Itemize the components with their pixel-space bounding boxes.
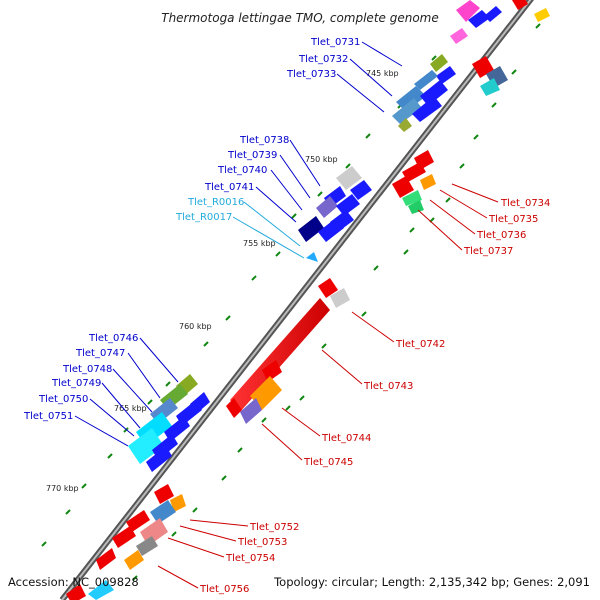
gene-label-forward: Tlet_0732: [298, 54, 348, 65]
gene-label-reverse: Tlet_0742: [395, 339, 445, 350]
gene-label-reverse: Tlet_0736: [476, 230, 526, 241]
gene-label-forward: Tlet_0748: [62, 364, 112, 375]
gene-feature: [456, 0, 480, 22]
gene-label-reverse: Tlet_0744: [321, 433, 371, 444]
gene-label-forward: Tlet_0738: [239, 135, 289, 146]
gc-dots-inner: [41, 55, 437, 547]
gene-label-reverse: Tlet_0734: [500, 198, 550, 209]
gene-label-forward: Tlet_0750: [38, 394, 88, 405]
gene-label-forward: Tlet_0740: [217, 165, 267, 176]
gene-label-forward: Tlet_0751: [23, 411, 73, 422]
gene-label-reverse: Tlet_0756: [199, 584, 249, 595]
gene-label-forward: Tlet_0731: [310, 37, 360, 48]
tick-label: 760 kbp: [179, 322, 212, 331]
tick-label: 750 kbp: [305, 155, 338, 164]
gene-label-reverse: Tlet_0754: [225, 553, 275, 564]
left-gene-labels: [74, 41, 403, 447]
gene-label-forward: Tlet_0733: [286, 69, 336, 80]
gene-label-forward: Tlet_0746: [88, 333, 138, 344]
gene-label-forward: Tlet_0747: [75, 348, 125, 359]
tick-label: 745 kbp: [366, 69, 399, 78]
gc-dots-outer: [132, 23, 541, 581]
topology-text: Topology: circular; Length: 2,135,342 bp…: [273, 575, 590, 589]
tick-label: 765 kbp: [114, 404, 147, 413]
gene-label-forward: Tlet_0741: [204, 182, 254, 193]
gene-label-reverse: Tlet_0743: [363, 381, 413, 392]
gene-label-reverse: Tlet_0745: [303, 457, 353, 468]
gene-label-reverse: Tlet_0753: [237, 537, 287, 548]
tick-label: 770 kbp: [46, 484, 79, 493]
accession-text: Accession: NC_009828: [8, 575, 139, 589]
gene-label-reverse: Tlet_0752: [249, 522, 299, 533]
right-gene-labels: [157, 183, 499, 589]
map-title: Thermotoga lettingae TMO, complete genom…: [161, 11, 439, 25]
gene-label-rna: Tlet_R0017: [175, 212, 232, 223]
gene-label-reverse: Tlet_0737: [463, 246, 513, 257]
gene-label-reverse: Tlet_0735: [488, 214, 538, 225]
gene-label-forward: Tlet_0739: [227, 150, 277, 161]
tick-label: 755 kbp: [243, 239, 276, 248]
forward-strand-genes: [88, 0, 502, 600]
gene-label-forward: Tlet_0749: [51, 378, 101, 389]
gene-label-rna: Tlet_R0016: [187, 197, 244, 208]
reverse-strand-genes: [66, 0, 550, 600]
